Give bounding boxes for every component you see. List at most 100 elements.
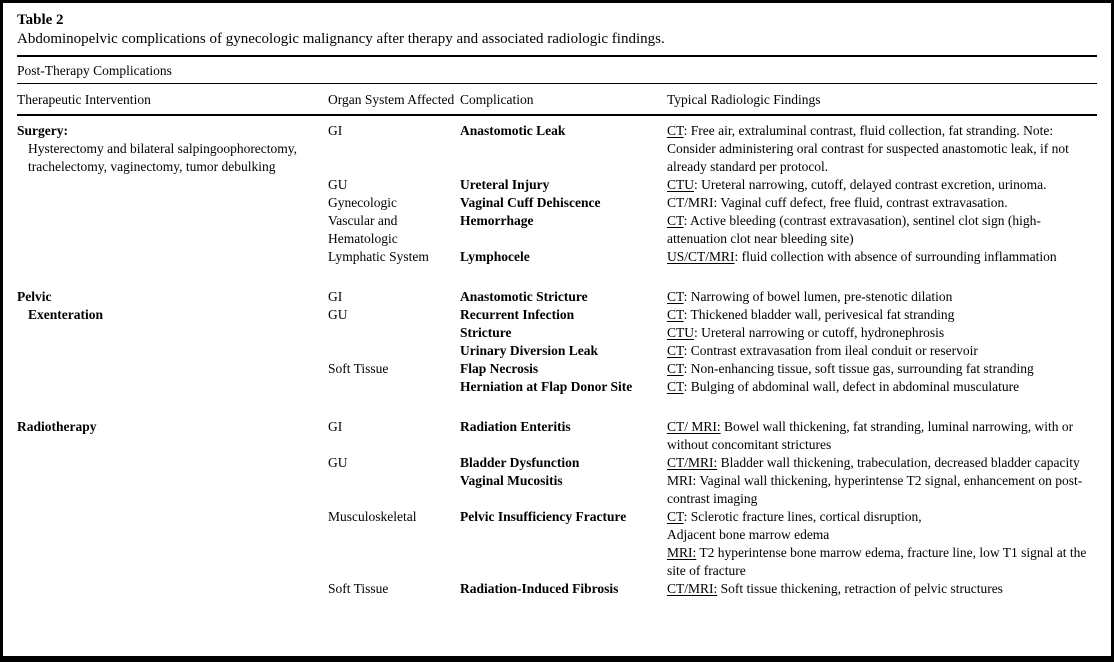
findings-cell: CT: Thickened bladder wall, perivesical … — [667, 306, 1097, 324]
modality-label: CTU — [667, 325, 694, 340]
organ-system-cell: GI — [328, 289, 343, 304]
column-header-organ-system-affected: Organ System Affected — [328, 92, 455, 107]
complication-cell: Stricture — [460, 325, 512, 340]
complication-cell: Vaginal Mucositis — [460, 473, 563, 488]
finding-line: CT/MRI: Soft tissue thickening, retracti… — [667, 581, 1003, 596]
findings-cell: CT: Active bleeding (contrast extravasat… — [667, 212, 1097, 248]
organ-system-cell: Lymphatic System — [328, 249, 429, 264]
table-row: Lymphatic System Lymphocele US/CT/MRI: flu… — [17, 248, 1097, 266]
finding-line: CT/ MRI: Bowel wall thickening, fat stra… — [667, 419, 1074, 452]
table-row: GU Bladder Dysfunction CT/MRI: Bladder wal… — [17, 454, 1097, 472]
modality-label: CT — [667, 361, 684, 376]
complication-cell: Lymphocele — [460, 249, 530, 264]
table-caption: Abdominopelvic complications of gynecolo… — [17, 31, 665, 47]
organ-system-cell: Gynecologic — [328, 195, 397, 210]
organ-system-cell: Soft Tissue — [328, 361, 389, 376]
table-row: Stricture CTU: Ureteral narrowing or cuto… — [17, 324, 1097, 342]
table-row: Radiotherapy GI Radiation Enteritis CT/ MRI… — [17, 396, 1097, 454]
modality-label: CT — [667, 509, 684, 524]
table-row: Vascular and Hematologic Hemorrhage CT: Ac… — [17, 212, 1097, 248]
finding-line: CTU: Ureteral narrowing or cutoff, hydro… — [667, 325, 945, 340]
organ-system-cell: GU — [328, 177, 348, 192]
findings-cell: CT/MRI: Bladder wall thickening, trabecu… — [667, 454, 1097, 472]
complication-cell: Radiation-Induced Fibrosis — [460, 581, 619, 596]
intervention-line: Exenteration — [28, 307, 103, 322]
rule-under-group-header — [17, 83, 1097, 84]
organ-system-cell: Musculoskeletal — [328, 509, 417, 524]
complication-cell: Recurrent Infection — [460, 307, 575, 322]
finding-line: CT: Narrowing of bowel lumen, pre-stenot… — [667, 289, 953, 304]
modality-label: MRI: — [667, 545, 697, 560]
modality-label: CT/MRI: — [667, 455, 718, 470]
complications-table: Surgery: Hysterectomy and bilateral salpi… — [17, 122, 1097, 598]
complication-cell: Radiation Enteritis — [460, 419, 571, 434]
table-row: Surgery: Hysterectomy and bilateral salpi… — [17, 122, 1097, 176]
findings-cell: CT/MRI: Soft tissue thickening, retracti… — [667, 580, 1097, 598]
rule-under-headers — [17, 114, 1097, 116]
rule-top — [17, 55, 1097, 57]
modality-label: CT/ MRI: — [667, 419, 721, 434]
findings-cell: CTU: Ureteral narrowing or cutoff, hydro… — [667, 324, 1097, 342]
findings-cell: MRI: Vaginal wall thickening, hyperinten… — [667, 472, 1097, 508]
table-row: Herniation at Flap Donor Site CT: Bulging… — [17, 378, 1097, 396]
finding-line: CT: Active bleeding (contrast extravasat… — [667, 213, 1041, 246]
findings-cell: CT/MRI: Vaginal cuff defect, free fluid,… — [667, 194, 1097, 212]
column-header-row: Therapeutic Intervention Organ System Af… — [17, 84, 1097, 114]
organ-system-cell: GI — [328, 123, 343, 138]
organ-system-cell: Soft Tissue — [328, 581, 389, 596]
complication-cell: Anastomotic Stricture — [460, 289, 588, 304]
finding-line: CT: Bulging of abdominal wall, defect in… — [667, 379, 1020, 394]
finding-line: MRI: T2 hyperintense bone marrow edema, … — [667, 545, 1087, 578]
modality-label: CTU — [667, 177, 694, 192]
finding-line: Adjacent bone marrow edema — [667, 527, 830, 542]
intervention-line: Surgery: — [17, 123, 68, 138]
table-label: Table 2 — [17, 12, 64, 28]
modality-label: US/CT/MRI — [667, 249, 735, 264]
findings-cell: CT: Sclerotic fracture lines, cortical d… — [667, 508, 1097, 580]
intervention-cell: Pelvic Exenteration — [17, 266, 328, 396]
modality-label: CT — [667, 123, 684, 138]
findings-cell: US/CT/MRI: fluid collection with absence… — [667, 248, 1097, 266]
finding-line: CT: Free air, extraluminal contrast, flu… — [667, 123, 1069, 174]
table-row: GU Ureteral Injury CTU: Ureteral narrowing… — [17, 176, 1097, 194]
complication-cell: Ureteral Injury — [460, 177, 550, 192]
table-row: Vaginal Mucositis MRI: Vaginal wall thick… — [17, 472, 1097, 508]
modality-label: CT — [667, 289, 684, 304]
finding-line: MRI: Vaginal wall thickening, hyperinten… — [667, 473, 1083, 506]
finding-line: CT/MRI: Bladder wall thickening, trabecu… — [667, 455, 1080, 470]
column-header-complication: Complication — [460, 92, 534, 107]
finding-line: CT: Sclerotic fracture lines, cortical d… — [667, 509, 922, 524]
finding-line: CT: Non-enhancing tissue, soft tissue ga… — [667, 361, 1034, 376]
complications-table-body: Surgery: Hysterectomy and bilateral salpi… — [17, 122, 1097, 598]
organ-system-cell: Vascular and Hematologic — [328, 213, 398, 246]
modality-label: CT — [667, 343, 684, 358]
table-row: Musculoskeletal Pelvic Insufficiency Frac… — [17, 508, 1097, 580]
modality-label: CT/MRI — [667, 195, 714, 210]
complication-cell: Herniation at Flap Donor Site — [460, 379, 633, 394]
complication-cell: Vaginal Cuff Dehiscence — [460, 195, 601, 210]
organ-system-cell: GU — [328, 307, 348, 322]
intervention-line: Pelvic — [17, 289, 52, 304]
modality-label: CT — [667, 307, 684, 322]
organ-system-cell: GI — [328, 419, 343, 434]
findings-cell: CTU: Ureteral narrowing, cutoff, delayed… — [667, 176, 1097, 194]
finding-line: CTU: Ureteral narrowing, cutoff, delayed… — [667, 177, 1047, 192]
intervention-line: Hysterectomy and bilateral salpingoophor… — [28, 141, 298, 174]
finding-line: US/CT/MRI: fluid collection with absence… — [667, 249, 1057, 264]
complication-cell: Bladder Dysfunction — [460, 455, 580, 470]
column-header-therapeutic-intervention: Therapeutic Intervention — [17, 92, 151, 107]
modality-label: CT — [667, 213, 684, 228]
modality-label: CT/MRI: — [667, 581, 718, 596]
finding-line: CT: Contrast extravasation from ileal co… — [667, 343, 978, 358]
findings-cell: CT: Bulging of abdominal wall, defect in… — [667, 378, 1097, 396]
table-row: Gynecologic Vaginal Cuff Dehiscence CT/MRI… — [17, 194, 1097, 212]
complication-cell: Hemorrhage — [460, 213, 534, 228]
group-header: Post-Therapy Complications — [17, 63, 172, 78]
organ-system-cell — [328, 342, 460, 360]
complication-cell: Anastomotic Leak — [460, 123, 566, 138]
modality-label: MRI — [667, 473, 693, 488]
table-row: Soft Tissue Flap Necrosis CT: Non-enhancin… — [17, 360, 1097, 378]
table-row: Pelvic Exenteration GI Anastomotic Strictur… — [17, 266, 1097, 322]
column-header-typical-radiologic-findings: Typical Radiologic Findings — [667, 92, 821, 107]
intervention-cell: Surgery: Hysterectomy and bilateral salpi… — [17, 122, 328, 266]
